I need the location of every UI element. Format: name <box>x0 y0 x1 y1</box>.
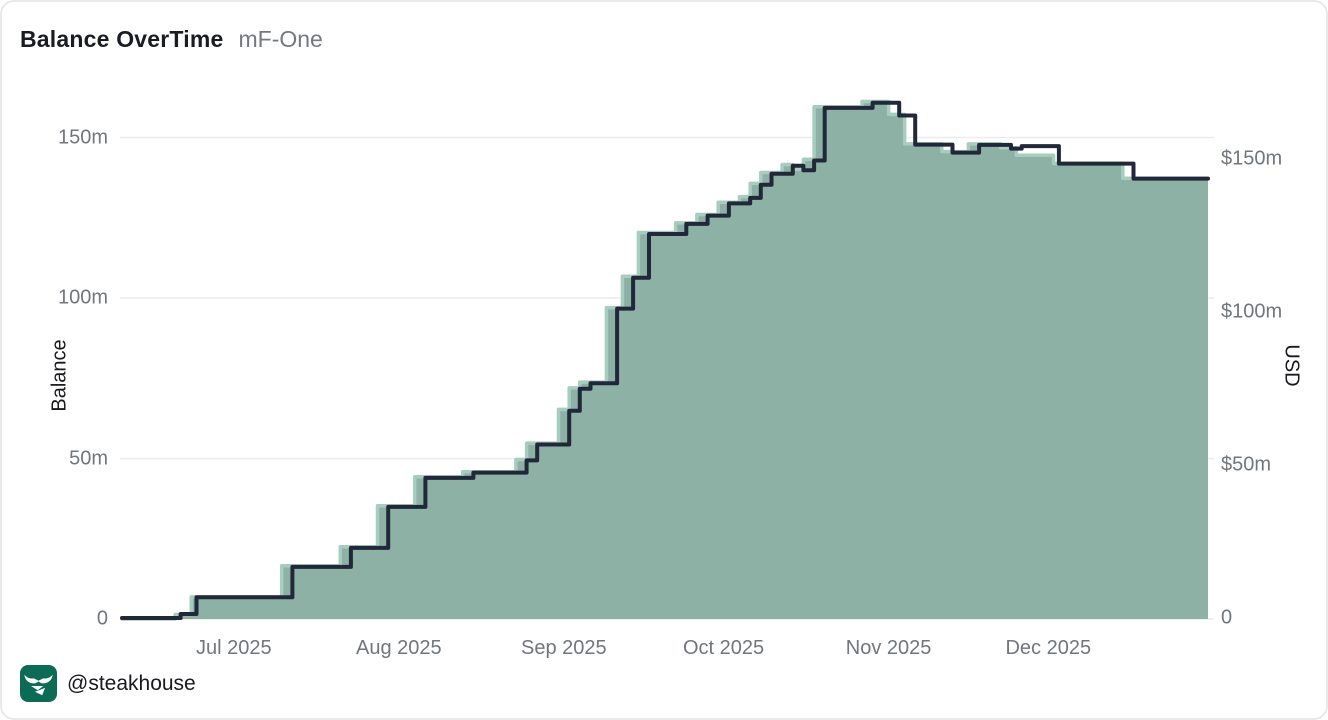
left-axis-title: Balance <box>48 339 71 412</box>
y-right-tick-label: $150m <box>1221 147 1283 170</box>
attribution-handle[interactable]: @steakhouse <box>67 671 196 695</box>
x-tick-label: Nov 2025 <box>845 637 932 659</box>
steakhouse-bull-icon <box>20 665 57 702</box>
y-right-tick-label: 0 <box>1221 606 1233 629</box>
x-tick-label: Aug 2025 <box>355 637 442 659</box>
page-title: Balance OverTime <box>20 26 224 52</box>
y-left-tick-label: 100m <box>57 286 108 309</box>
usd-line <box>120 100 1210 620</box>
x-tick-label: Sep 2025 <box>521 637 607 659</box>
y-left-tick-label: 0 <box>96 607 108 630</box>
x-tick-label: Dec 2025 <box>1005 637 1092 659</box>
page-subtitle: mF-One <box>238 26 323 52</box>
x-tick-label: Jul 2025 <box>195 637 272 659</box>
balance-area-fill <box>122 101 1208 619</box>
chart-header: Balance OverTime mF-One <box>20 26 323 53</box>
y-left-tick-label: 50m <box>69 447 108 469</box>
x-tick-label: Oct 2025 <box>682 637 765 659</box>
attribution-footer[interactable]: @steakhouse <box>20 665 196 702</box>
y-left-tick-label: 150m <box>57 126 108 148</box>
right-axis-title: USD <box>1280 344 1303 387</box>
y-right-tick-label: $100m <box>1221 300 1283 323</box>
y-right-tick-label: $50m <box>1221 453 1272 476</box>
